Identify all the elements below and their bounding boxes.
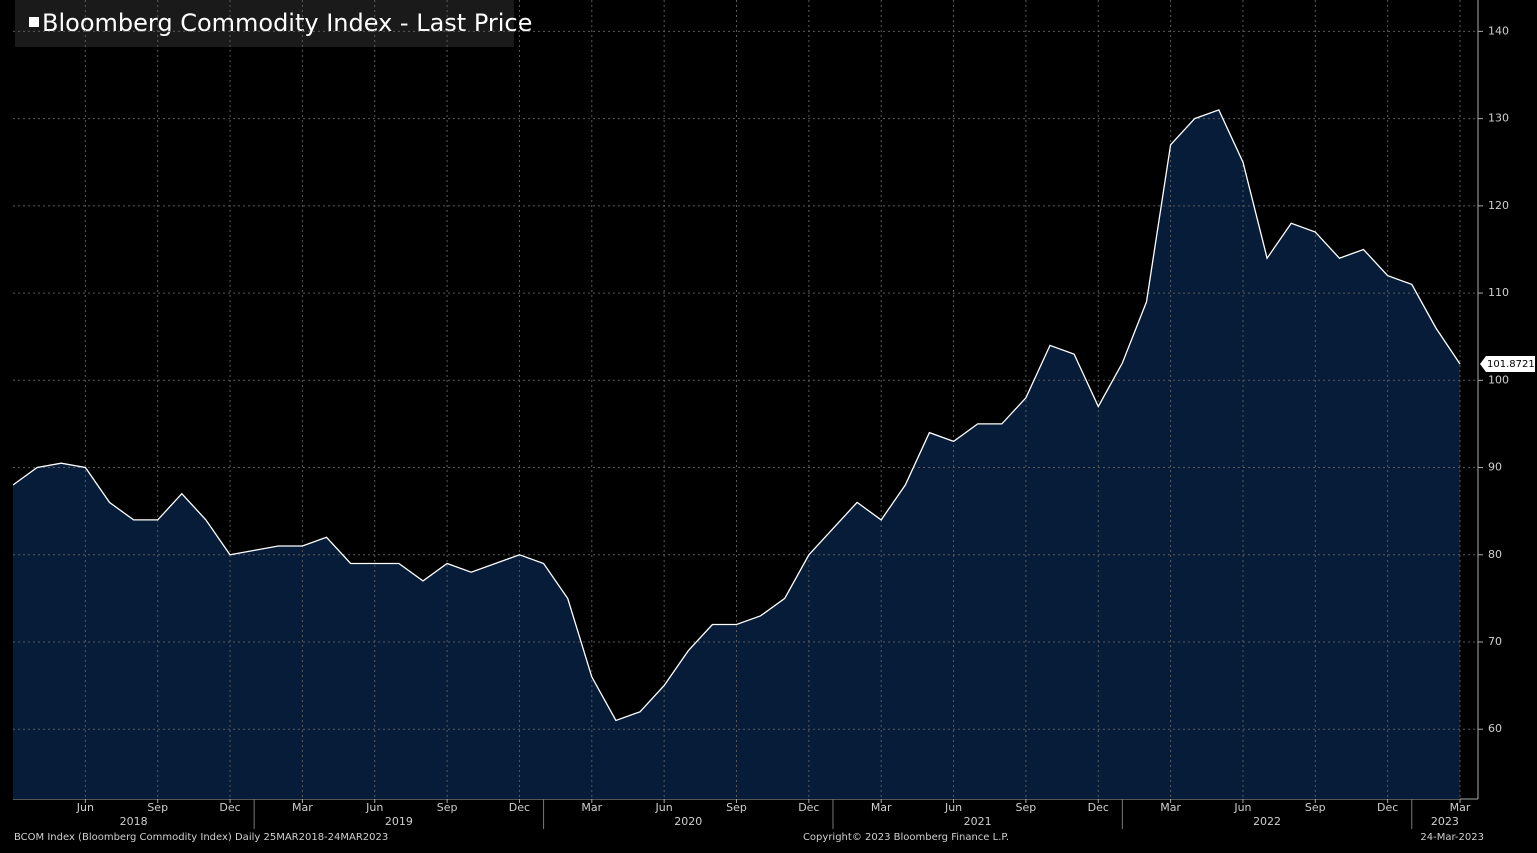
- y-tick-label: 140: [1488, 24, 1509, 37]
- y-tick-label: 90: [1488, 461, 1502, 474]
- x-tick-label: Sep: [1016, 801, 1037, 814]
- y-tick-label: 70: [1488, 635, 1502, 648]
- x-tick-label: Dec: [219, 801, 240, 814]
- x-tick-label: Sep: [726, 801, 747, 814]
- x-tick-label: Jun: [365, 801, 383, 814]
- x-tick-label: Mar: [581, 801, 602, 814]
- x-tick-label: Mar: [1450, 801, 1471, 814]
- legend-swatch: [29, 17, 39, 27]
- year-label: 2020: [674, 815, 702, 828]
- x-tick-label: Mar: [1160, 801, 1181, 814]
- y-tick-label: 80: [1488, 548, 1502, 561]
- y-tick-label: 110: [1488, 286, 1509, 299]
- footer-center: Copyright© 2023 Bloomberg Finance L.P.: [803, 832, 1009, 843]
- last-price-tag: [1480, 355, 1535, 372]
- x-tick-label: Dec: [798, 801, 819, 814]
- x-tick-label: Sep: [1305, 801, 1326, 814]
- x-tick-label: Jun: [1233, 801, 1251, 814]
- grid-layer: [13, 0, 1478, 799]
- year-label: 2023: [1431, 815, 1459, 828]
- x-tick-label: Dec: [1088, 801, 1109, 814]
- x-tick-label: Dec: [1377, 801, 1398, 814]
- x-tick-label: Mar: [871, 801, 892, 814]
- x-tick-label: Mar: [292, 801, 313, 814]
- y-tick-label: 120: [1488, 199, 1509, 212]
- x-tick-label: Jun: [944, 801, 962, 814]
- y-tick-label: 100: [1488, 373, 1509, 386]
- title-box: [15, 0, 514, 47]
- line: [12, 109, 1461, 722]
- last-price-label: 101.8721: [1487, 359, 1535, 370]
- x-tick-label: Dec: [509, 801, 530, 814]
- year-label: 2019: [385, 815, 413, 828]
- chart-title: Bloomberg Commodity Index - Last Price: [42, 9, 532, 37]
- year-label: 2018: [120, 815, 148, 828]
- y-tick-label: 60: [1488, 722, 1502, 735]
- footer-left: BCOM Index (Bloomberg Commodity Index) D…: [14, 832, 388, 843]
- year-label: 2021: [964, 815, 992, 828]
- y-tick-label: 130: [1488, 112, 1509, 125]
- x-tick-label: Jun: [655, 801, 673, 814]
- year-label: 2022: [1253, 815, 1281, 828]
- x-tick-label: Sep: [147, 801, 168, 814]
- footer-right: 24-Mar-2023: [1420, 832, 1484, 843]
- x-tick-label: Jun: [76, 801, 94, 814]
- x-tick-label: Sep: [437, 801, 458, 814]
